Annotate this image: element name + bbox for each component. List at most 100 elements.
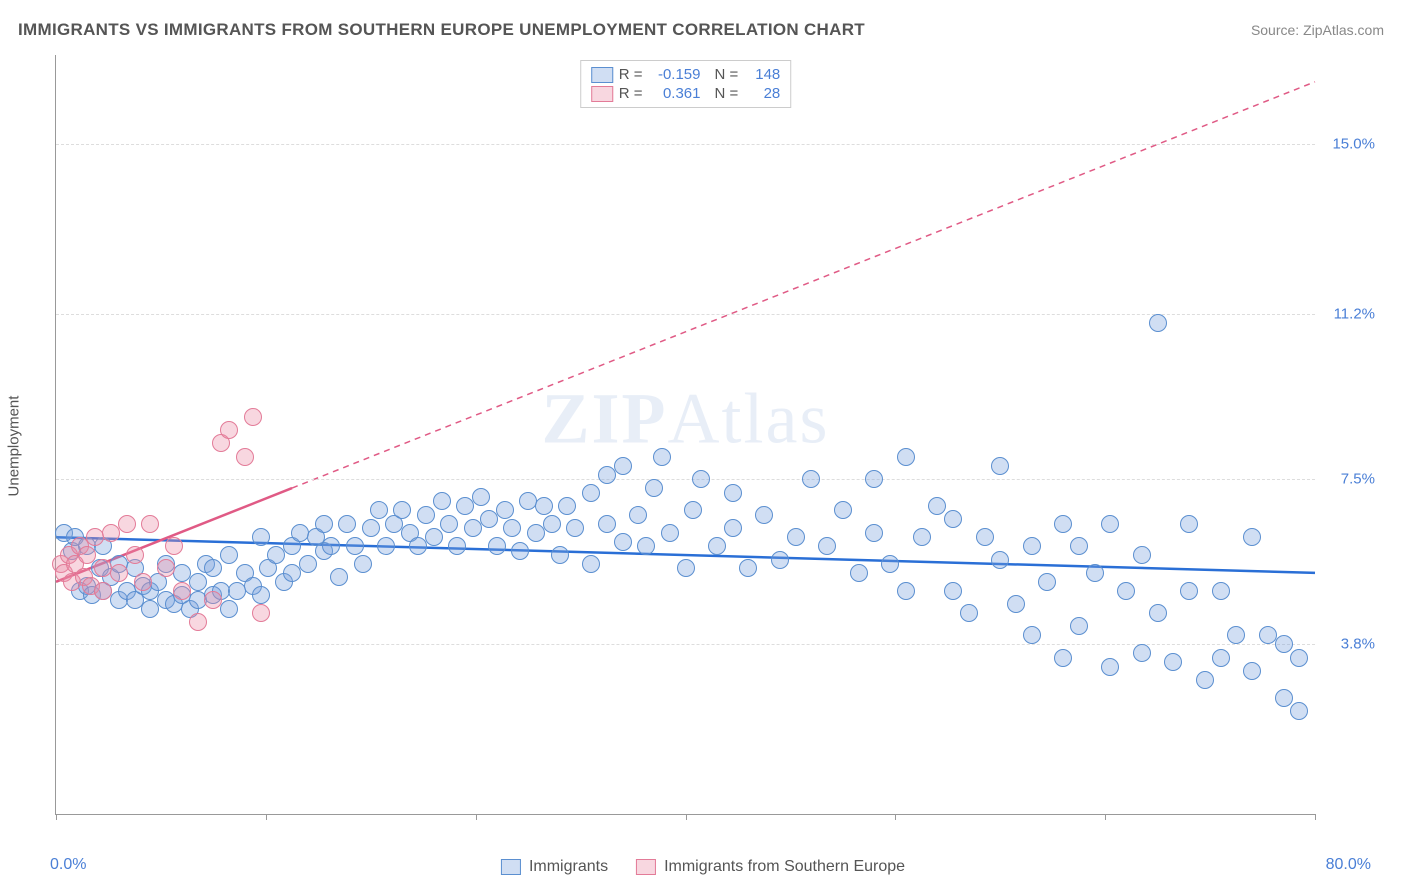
scatter-point [126,546,144,564]
scatter-point [865,470,883,488]
legend-swatch [636,859,656,875]
scatter-point [220,421,238,439]
legend-r-value: -0.159 [649,66,701,83]
scatter-point [881,555,899,573]
scatter-point [897,448,915,466]
trend-line-extension [292,82,1315,488]
scatter-point [165,537,183,555]
chart-title: IMMIGRANTS VS IMMIGRANTS FROM SOUTHERN E… [18,20,865,40]
legend-swatch [501,859,521,875]
x-axis-max-label: 80.0% [1326,856,1371,874]
scatter-point [1212,582,1230,600]
scatter-point [511,542,529,560]
scatter-point [677,559,695,577]
scatter-point [991,551,1009,569]
legend-n-label: N = [715,85,739,102]
legend-n-label: N = [715,66,739,83]
scatter-point [448,537,466,555]
scatter-point [645,479,663,497]
scatter-point [204,591,222,609]
y-tick-label: 15.0% [1332,136,1375,153]
scatter-point [1149,604,1167,622]
y-tick-label: 3.8% [1341,636,1375,653]
scatter-point [535,497,553,515]
legend-n-value: 148 [744,66,780,83]
scatter-point [315,515,333,533]
gridline [56,144,1315,145]
scatter-point [236,448,254,466]
scatter-point [787,528,805,546]
scatter-point [1101,515,1119,533]
scatter-point [252,604,270,622]
scatter-point [558,497,576,515]
scatter-point [425,528,443,546]
scatter-point [1070,537,1088,555]
scatter-point [543,515,561,533]
legend-r-value: 0.361 [649,85,701,102]
scatter-point [346,537,364,555]
scatter-point [865,524,883,542]
scatter-point [991,457,1009,475]
scatter-point [252,586,270,604]
legend-label: Immigrants [529,858,608,876]
watermark: ZIPAtlas [541,378,829,461]
scatter-point [118,515,136,533]
x-tick [686,814,687,820]
x-tick [895,814,896,820]
scatter-point [1023,626,1041,644]
scatter-point [220,546,238,564]
scatter-point [433,492,451,510]
scatter-point [566,519,584,537]
correlation-legend-row: R =-0.159N =148 [591,65,781,84]
scatter-point [1149,314,1167,332]
scatter-point [818,537,836,555]
x-tick [266,814,267,820]
scatter-point [244,408,262,426]
scatter-point [802,470,820,488]
scatter-point [1117,582,1135,600]
scatter-point [834,501,852,519]
scatter-point [110,564,128,582]
scatter-point [850,564,868,582]
scatter-point [976,528,994,546]
scatter-point [944,582,962,600]
legend-r-label: R = [619,85,643,102]
scatter-point [1196,671,1214,689]
correlation-legend-row: R =0.361N =28 [591,84,781,103]
scatter-point [913,528,931,546]
legend-label: Immigrants from Southern Europe [664,858,905,876]
scatter-point [496,501,514,519]
scatter-point [755,506,773,524]
scatter-point [653,448,671,466]
scatter-point [692,470,710,488]
scatter-point [173,582,191,600]
scatter-point [472,488,490,506]
legend-item: Immigrants [501,858,608,876]
scatter-point [661,524,679,542]
x-tick [1105,814,1106,820]
x-tick [56,814,57,820]
source-label: Source: ZipAtlas.com [1251,22,1384,38]
scatter-point [944,510,962,528]
scatter-point [488,537,506,555]
scatter-point [252,528,270,546]
scatter-point [417,506,435,524]
scatter-point [960,604,978,622]
scatter-point [551,546,569,564]
scatter-point [928,497,946,515]
scatter-point [204,559,222,577]
legend-swatch [591,67,613,83]
scatter-point [330,568,348,586]
gridline [56,314,1315,315]
scatter-point [189,613,207,631]
scatter-point [1275,635,1293,653]
scatter-point [1290,649,1308,667]
legend-swatch [591,86,613,102]
scatter-point [1133,644,1151,662]
x-axis-min-label: 0.0% [50,856,86,874]
watermark-bold: ZIP [541,379,667,459]
gridline [56,644,1315,645]
scatter-point [897,582,915,600]
scatter-point [1101,658,1119,676]
scatter-point [338,515,356,533]
